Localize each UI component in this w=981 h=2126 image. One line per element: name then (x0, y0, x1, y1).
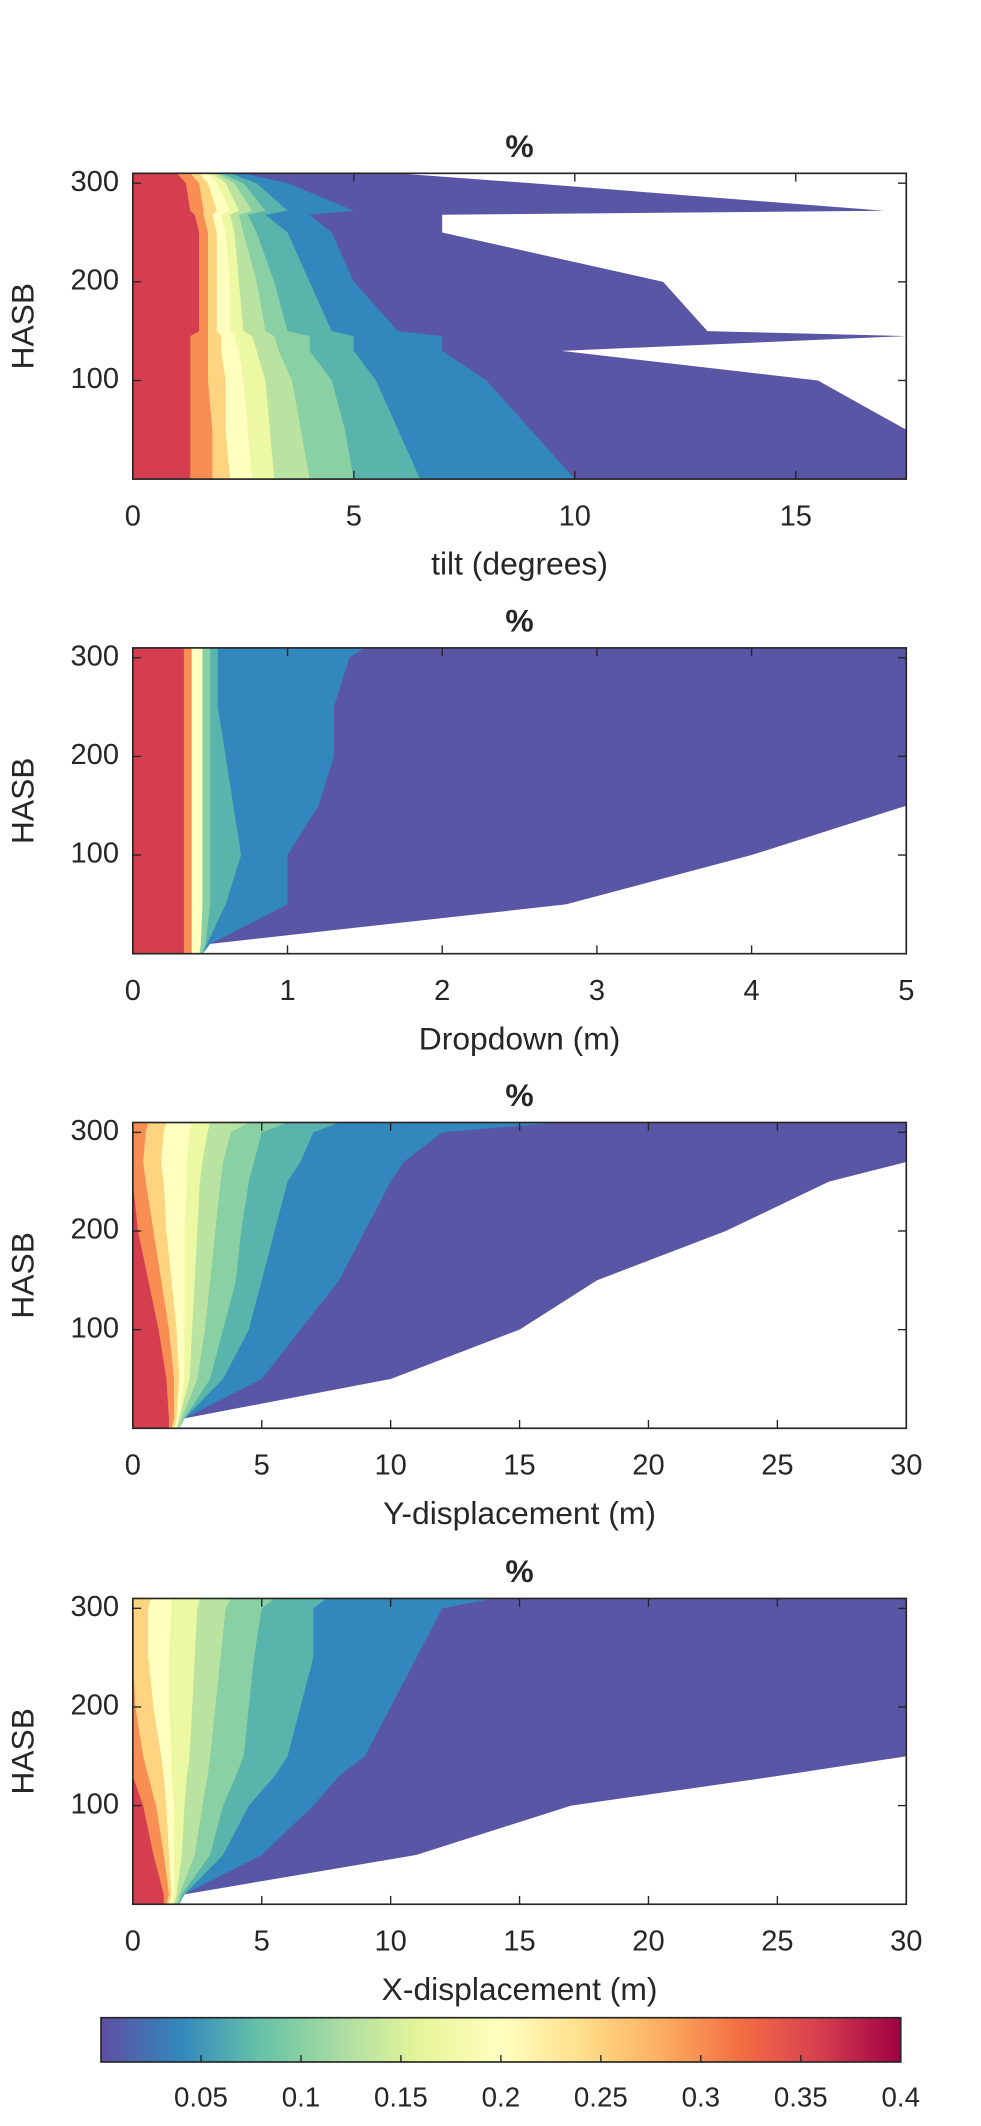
x-axis-label: Y-displacement (m) (383, 1495, 656, 1531)
x-axis-label: X-displacement (m) (382, 1971, 658, 2007)
contour-region (132, 1122, 169, 1429)
colorbar-tick-label: 0.1 (282, 2082, 320, 2113)
x-tick-label: 2 (434, 975, 450, 1007)
plot-area (132, 1122, 907, 1429)
contour-region (132, 173, 200, 480)
x-tick-label: 20 (632, 1450, 664, 1482)
chart-title: % (505, 1077, 533, 1113)
x-axis-label: Dropdown (m) (419, 1020, 621, 1056)
y-tick-label: 300 (71, 1591, 119, 1623)
y-tick-label: 300 (71, 166, 119, 198)
x-tick-label: 15 (503, 1450, 535, 1482)
y-tick-label: 200 (71, 1214, 119, 1246)
y-tick-label: 200 (71, 264, 119, 296)
x-tick-label: 25 (761, 1926, 793, 1958)
x-tick-label: 5 (254, 1926, 270, 1958)
y-axis-label: HASB (4, 1708, 40, 1795)
contour-region (132, 647, 184, 954)
plot-area (132, 173, 907, 480)
y-axis-label: HASB (4, 757, 40, 844)
x-tick-label: 15 (503, 1926, 535, 1958)
contour-region (132, 1598, 164, 1905)
x-tick-label: 1 (279, 975, 295, 1007)
plot-area (132, 1598, 907, 1905)
x-tick-label: 25 (761, 1450, 793, 1482)
colorbar-tick-label: 0.25 (574, 2082, 628, 2113)
y-tick-label: 100 (71, 838, 119, 870)
x-tick-label: 10 (374, 1450, 406, 1482)
x-tick-label: 5 (898, 975, 914, 1007)
y-tick-label: 300 (71, 640, 119, 672)
colorbar-tick-label: 0.15 (374, 2082, 428, 2113)
y-tick-label: 200 (71, 1690, 119, 1722)
x-tick-label: 3 (589, 975, 605, 1007)
y-tick-label: 200 (71, 739, 119, 771)
x-tick-label: 20 (632, 1926, 664, 1958)
y-axis-label: HASB (4, 1232, 40, 1319)
colorbar-tick-label: 0.05 (174, 2082, 228, 2113)
chart-title: % (505, 128, 533, 164)
y-axis-label: HASB (4, 283, 40, 370)
axes-box (131, 647, 908, 955)
x-tick-label: 10 (559, 501, 591, 533)
x-tick-label: 0 (125, 501, 141, 533)
chart-title: % (505, 602, 533, 638)
x-tick-label: 15 (780, 501, 812, 533)
colorbar-tick-label: 0.35 (774, 2082, 828, 2113)
x-tick-label: 5 (346, 501, 362, 533)
colorbar-tick-label: 0.2 (482, 2082, 520, 2113)
x-tick-label: 4 (744, 975, 760, 1007)
x-tick-label: 30 (890, 1926, 922, 1958)
x-tick-label: 0 (125, 1450, 141, 1482)
colorbar-tick-label: 0.4 (882, 2082, 920, 2113)
colorbar (100, 2016, 902, 2063)
y-tick-label: 100 (71, 363, 119, 395)
axes-box (131, 172, 908, 480)
chart-title: % (505, 1553, 533, 1589)
colorbar-tick-label: 0.3 (682, 2082, 720, 2113)
x-tick-label: 5 (254, 1450, 270, 1482)
y-tick-label: 300 (71, 1115, 119, 1147)
x-tick-label: 10 (374, 1926, 406, 1958)
x-tick-label: 0 (125, 975, 141, 1007)
x-tick-label: 0 (125, 1926, 141, 1958)
x-tick-label: 30 (890, 1450, 922, 1482)
plot-area (132, 647, 907, 954)
y-tick-label: 100 (71, 1312, 119, 1344)
x-axis-label: tilt (degrees) (431, 546, 608, 582)
y-tick-label: 100 (71, 1788, 119, 1820)
